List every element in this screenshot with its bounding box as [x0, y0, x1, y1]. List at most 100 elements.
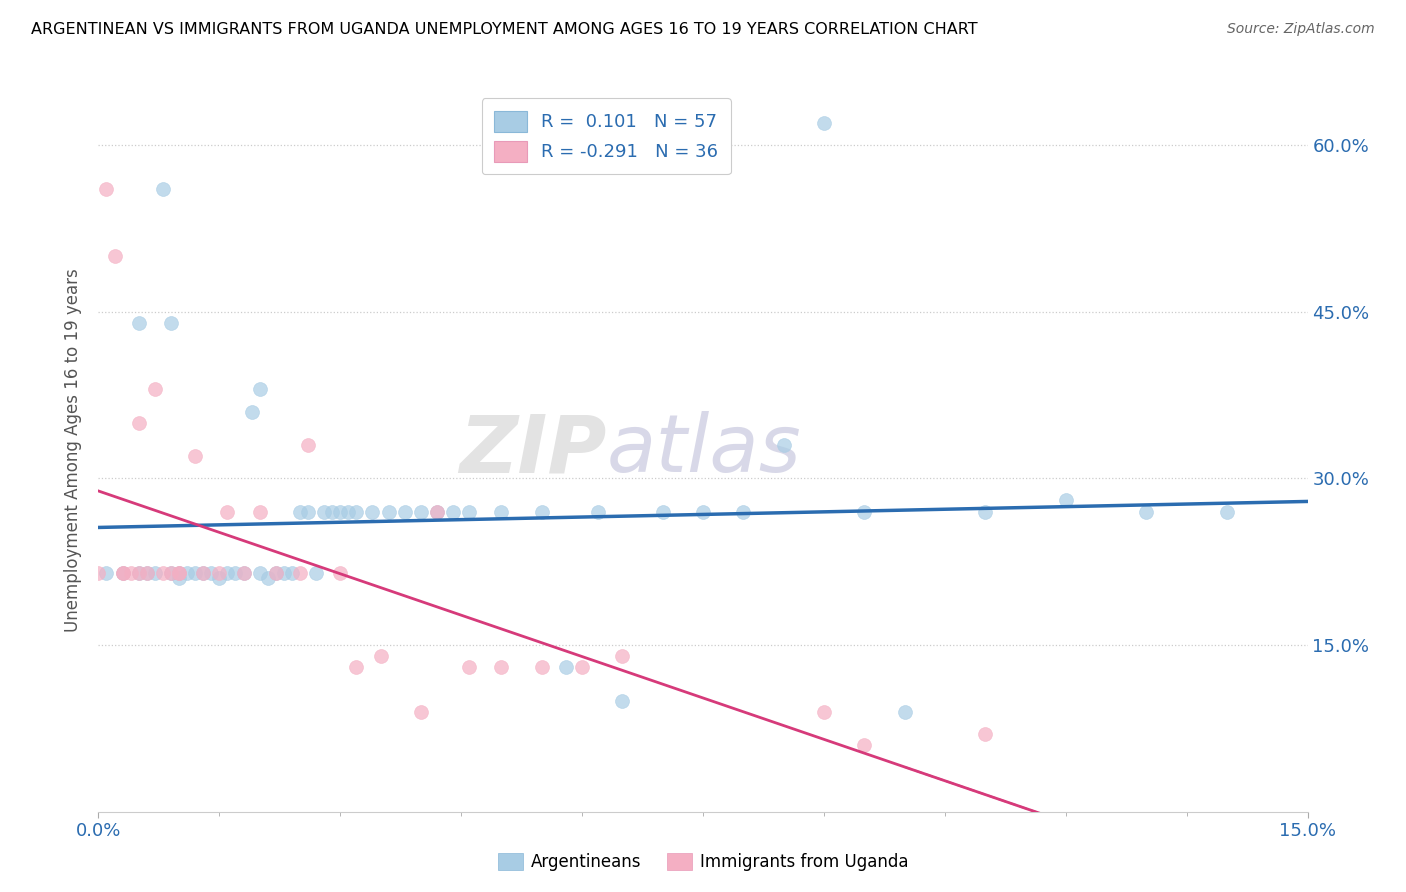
Point: [426, 505, 449, 519]
Point: [273, 566, 295, 580]
Point: [249, 566, 271, 580]
Point: [128, 566, 150, 580]
Point: [152, 182, 174, 196]
Point: [152, 566, 174, 580]
Point: [555, 660, 578, 674]
Point: [167, 566, 190, 580]
Point: [361, 505, 384, 519]
Point: [288, 566, 311, 580]
Text: ZIP: ZIP: [458, 411, 606, 490]
Point: [128, 566, 150, 580]
Point: [160, 566, 183, 580]
Point: [314, 505, 336, 519]
Point: [256, 571, 278, 585]
Point: [409, 705, 432, 719]
Point: [612, 693, 634, 707]
Point: [176, 566, 198, 580]
Point: [893, 705, 915, 719]
Point: [135, 566, 157, 580]
Point: [394, 505, 416, 519]
Point: [530, 505, 553, 519]
Point: [1135, 505, 1157, 519]
Point: [813, 115, 835, 129]
Point: [974, 505, 997, 519]
Point: [853, 505, 876, 519]
Point: [853, 738, 876, 752]
Point: [111, 566, 134, 580]
Point: [120, 566, 142, 580]
Point: [96, 566, 118, 580]
Point: [329, 505, 352, 519]
Point: [426, 505, 449, 519]
Point: [288, 505, 311, 519]
Point: [232, 566, 254, 580]
Point: [337, 505, 360, 519]
Point: [167, 566, 190, 580]
Point: [409, 505, 432, 519]
Point: [329, 566, 352, 580]
Point: [249, 382, 271, 396]
Legend: R =  0.101   N = 57, R = -0.291   N = 36: R = 0.101 N = 57, R = -0.291 N = 36: [482, 98, 731, 174]
Text: Source: ZipAtlas.com: Source: ZipAtlas.com: [1227, 22, 1375, 37]
Point: [160, 566, 183, 580]
Point: [377, 505, 399, 519]
Point: [586, 505, 609, 519]
Point: [370, 649, 392, 664]
Point: [772, 438, 794, 452]
Point: [297, 438, 319, 452]
Point: [184, 449, 207, 463]
Point: [111, 566, 134, 580]
Point: [184, 566, 207, 580]
Point: [135, 566, 157, 580]
Point: [111, 566, 134, 580]
Text: ARGENTINEAN VS IMMIGRANTS FROM UGANDA UNEMPLOYMENT AMONG AGES 16 TO 19 YEARS COR: ARGENTINEAN VS IMMIGRANTS FROM UGANDA UN…: [31, 22, 977, 37]
Point: [96, 182, 118, 196]
Point: [264, 566, 287, 580]
Point: [217, 505, 239, 519]
Point: [232, 566, 254, 580]
Point: [321, 505, 343, 519]
Point: [208, 571, 231, 585]
Y-axis label: Unemployment Among Ages 16 to 19 years: Unemployment Among Ages 16 to 19 years: [63, 268, 82, 632]
Legend: Argentineans, Immigrants from Uganda: Argentineans, Immigrants from Uganda: [489, 845, 917, 880]
Point: [441, 505, 464, 519]
Point: [200, 566, 222, 580]
Point: [208, 566, 231, 580]
Point: [128, 416, 150, 430]
Point: [491, 660, 513, 674]
Point: [128, 316, 150, 330]
Point: [305, 566, 328, 580]
Point: [249, 505, 271, 519]
Point: [87, 566, 110, 580]
Point: [193, 566, 215, 580]
Point: [651, 505, 673, 519]
Point: [143, 382, 166, 396]
Point: [458, 505, 481, 519]
Point: [692, 505, 714, 519]
Point: [612, 649, 634, 664]
Point: [813, 705, 835, 719]
Point: [281, 566, 304, 580]
Point: [344, 660, 367, 674]
Point: [344, 505, 367, 519]
Point: [264, 566, 287, 580]
Point: [974, 727, 997, 741]
Point: [733, 505, 755, 519]
Point: [143, 566, 166, 580]
Point: [240, 404, 263, 418]
Point: [530, 660, 553, 674]
Point: [167, 571, 190, 585]
Point: [571, 660, 593, 674]
Point: [224, 566, 246, 580]
Point: [193, 566, 215, 580]
Point: [103, 249, 125, 263]
Point: [297, 505, 319, 519]
Point: [1216, 505, 1239, 519]
Point: [491, 505, 513, 519]
Point: [167, 566, 190, 580]
Point: [160, 316, 183, 330]
Point: [1054, 493, 1077, 508]
Text: atlas: atlas: [606, 411, 801, 490]
Point: [458, 660, 481, 674]
Point: [217, 566, 239, 580]
